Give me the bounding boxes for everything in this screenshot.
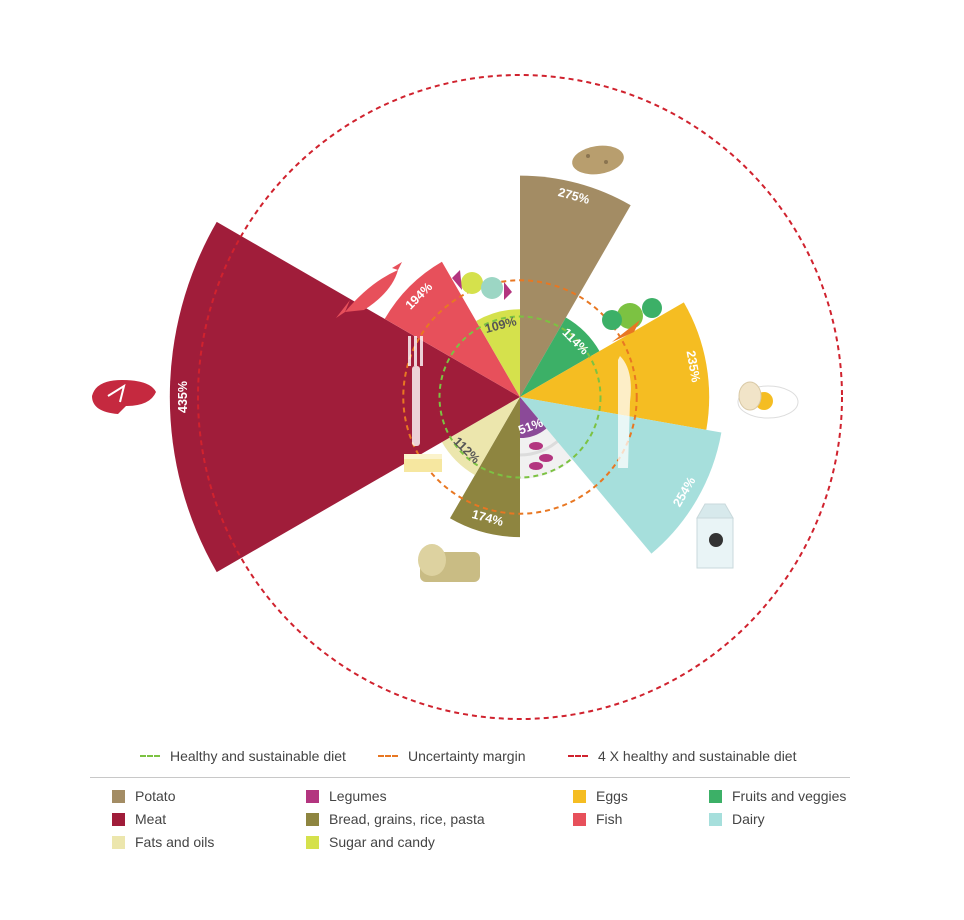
knife-icon <box>618 356 631 468</box>
legend-label: Potato <box>135 788 176 804</box>
legend-item-fish: Fish <box>573 811 622 827</box>
legend-swatch <box>573 789 586 803</box>
value-label-meat: 435% <box>176 381 190 413</box>
legend-item-dairy: Dairy <box>709 811 765 827</box>
legend-swatch <box>306 812 319 826</box>
legend-item-meat: Meat <box>112 811 166 827</box>
legend-label: Legumes <box>329 788 387 804</box>
legend-item-eggs: Eggs <box>573 788 628 804</box>
meat-icon <box>92 380 156 414</box>
legend-item-fruits-veggies: Fruits and veggies <box>709 788 846 804</box>
fruits-veggies-icon <box>602 298 662 342</box>
legend-line-label: Uncertainty margin <box>408 748 526 764</box>
legend-item-potato: Potato <box>112 788 175 804</box>
legend-label: Fruits and veggies <box>732 788 847 804</box>
category-legend: Potato Legumes Eggs Fruits and veggies M… <box>112 788 872 868</box>
legend-swatch <box>112 812 125 826</box>
slice-legumes <box>520 397 547 439</box>
ring-healthy-and-sustainable-diet <box>438 315 602 479</box>
legend-label: Fats and oils <box>135 834 215 850</box>
legend-label: Sugar and candy <box>329 834 435 850</box>
legend-label: Fish <box>596 811 623 827</box>
legend-line-healthy: Healthy and sustainable diet <box>140 748 346 764</box>
legend-swatch <box>306 789 319 803</box>
ring-4-x-healthy-and-sustainable-diet <box>197 74 843 720</box>
legend-item-sugar-candy: Sugar and candy <box>306 834 435 850</box>
legend-swatch <box>709 789 722 803</box>
polar-diet-chart: 275%114%235%254%51%174%112%435%194%109% <box>92 74 843 720</box>
legend-line-uncertainty: Uncertainty margin <box>378 748 526 764</box>
slice-fruits-and-veggies <box>520 317 600 397</box>
slice-fish <box>384 261 520 397</box>
slices-layer <box>169 175 722 573</box>
value-label-eggs: 235% <box>684 349 703 383</box>
slice-meat <box>169 221 520 573</box>
fork-icon <box>408 336 423 446</box>
legend-label: Bread, grains, rice, pasta <box>329 811 485 827</box>
legend-swatch <box>573 812 586 826</box>
slice-sugar-and-candy <box>476 309 520 397</box>
butter-icon <box>404 454 442 472</box>
slice-eggs <box>520 302 710 430</box>
legend-label: Eggs <box>596 788 628 804</box>
slice-potato <box>520 175 631 397</box>
orange-dash-icon <box>378 755 398 757</box>
potato-icon <box>572 145 624 175</box>
legend-swatch <box>306 835 319 849</box>
red-dash-icon <box>568 755 588 757</box>
candy-icon <box>452 270 512 300</box>
legend-divider <box>90 777 850 778</box>
legend-swatch <box>112 789 125 803</box>
legend-label: Meat <box>135 811 167 827</box>
legend-line-label: Healthy and sustainable diet <box>170 748 346 764</box>
legend-line-label: 4 X healthy and sustainable diet <box>598 748 797 764</box>
legend-item-legumes: Legumes <box>306 788 387 804</box>
legend-swatch <box>709 812 722 826</box>
legend-item-bread: Bread, grains, rice, pasta <box>306 811 485 827</box>
green-dash-icon <box>140 755 160 757</box>
bread-icon <box>418 544 480 582</box>
egg-icon <box>737 381 799 419</box>
slice-fats-and-oils <box>441 397 520 476</box>
beans-icon <box>529 442 553 470</box>
legend-swatch <box>112 835 125 849</box>
fish-icon <box>336 262 402 318</box>
legend-line-4x: 4 X healthy and sustainable diet <box>568 748 796 764</box>
reference-lines-legend: Healthy and sustainable diet Uncertainty… <box>90 748 850 768</box>
slice-dairy <box>520 397 722 554</box>
legend-item-fats-oils: Fats and oils <box>112 834 214 850</box>
rings-layer <box>197 74 843 720</box>
milk-carton-icon <box>696 503 734 569</box>
legend-label: Dairy <box>732 811 765 827</box>
ring-uncertainty-margin <box>402 279 638 515</box>
